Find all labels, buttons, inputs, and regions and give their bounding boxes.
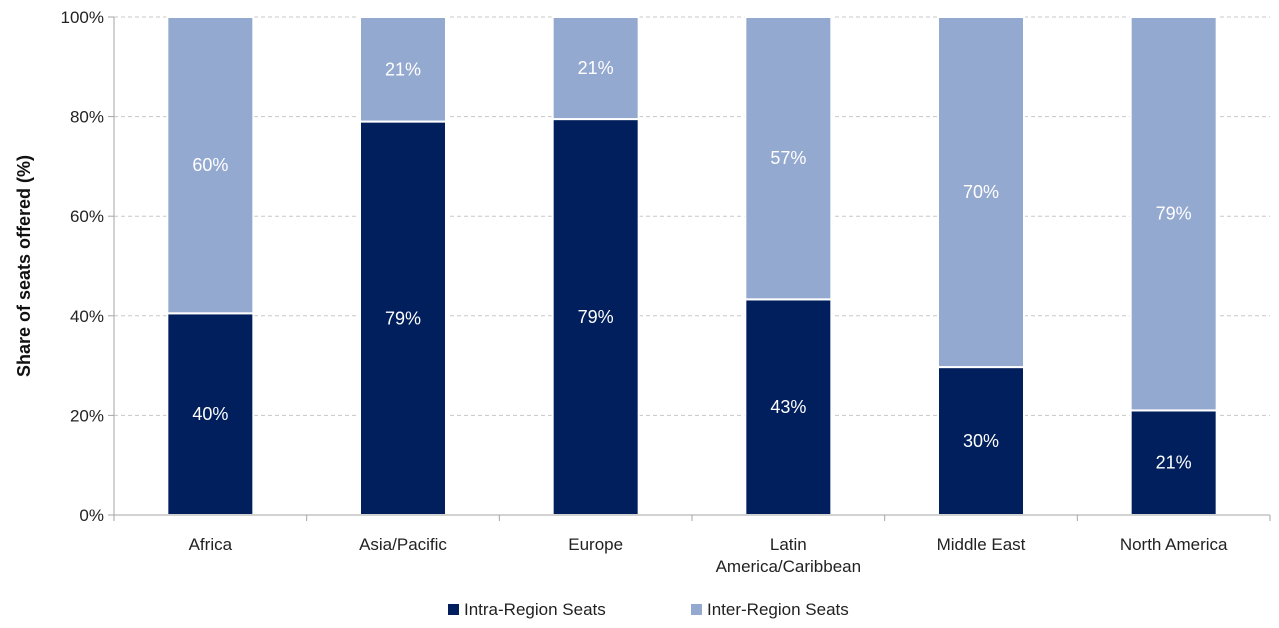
bar-segment-inter [166, 16, 255, 315]
data-label: 79% [578, 307, 614, 327]
bar-segment-inter [937, 16, 1025, 369]
x-tick-label: Europe [568, 535, 623, 554]
bar-segment-inter [359, 16, 447, 123]
y-tick-label: 0% [79, 506, 104, 525]
legend-swatch [691, 604, 702, 615]
x-tick-label: America/Caribbean [716, 557, 862, 576]
data-label: 40% [192, 404, 228, 424]
y-axis-title: Share of seats offered (%) [14, 155, 34, 377]
bar-segment-intra [166, 312, 255, 516]
data-label: 21% [1156, 453, 1192, 473]
data-label: 57% [770, 148, 806, 168]
legend: Intra-Region Seats Inter-Region Seats [448, 600, 849, 619]
axes: 0% 20% 40% 60% 80% 100% Africa Asia/Pacific Euro… [61, 8, 1271, 576]
x-tick-label: Asia/Pacific [359, 535, 447, 554]
data-label: 79% [385, 308, 421, 328]
x-tick-label: North America [1120, 535, 1228, 554]
bar-segment-intra [937, 366, 1025, 516]
bar-segment-inter [551, 16, 640, 121]
data-label: 21% [578, 58, 614, 78]
x-tick-label: Middle East [937, 535, 1026, 554]
y-tick-label: 80% [70, 108, 104, 127]
gridlines [114, 16, 1270, 416]
data-label: 60% [192, 155, 228, 175]
y-tick-label: 40% [70, 307, 104, 326]
bar-segment-intra [359, 120, 447, 517]
data-label: 30% [963, 431, 999, 451]
legend-swatch [448, 604, 459, 615]
y-tick-label: 20% [70, 406, 104, 425]
y-tick-label: 60% [70, 207, 104, 226]
bar-segment-inter [744, 16, 833, 301]
bars: 40% 60% 79% 21% 79% 21% 43% 57% 30% 70% 21% 79% [166, 16, 1218, 517]
x-tick-label: Africa [189, 535, 233, 554]
y-tick-label: 100% [61, 8, 104, 27]
legend-label: Intra-Region Seats [464, 600, 606, 619]
x-tick-label: Latin [770, 535, 807, 554]
data-label: 43% [770, 397, 806, 417]
data-label: 70% [963, 182, 999, 202]
bar-segment-inter [1129, 16, 1218, 412]
legend-label: Inter-Region Seats [707, 600, 849, 619]
data-label: 21% [385, 59, 421, 79]
data-label: 79% [1156, 204, 1192, 224]
